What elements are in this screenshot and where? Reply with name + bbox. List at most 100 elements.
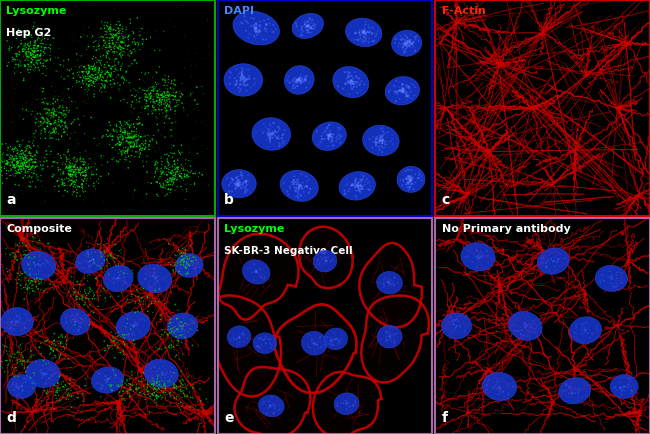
Point [146, 94, 156, 101]
Point [359, 29, 369, 36]
Point [300, 77, 311, 84]
Point [607, 274, 618, 281]
Point [18, 155, 29, 162]
Point [185, 63, 196, 70]
Point [168, 329, 179, 336]
Point [73, 394, 84, 401]
Point [231, 66, 242, 73]
Point [59, 384, 70, 391]
Point [176, 257, 187, 264]
Point [85, 78, 96, 85]
Point [265, 126, 276, 133]
Point [609, 283, 619, 290]
Point [98, 82, 108, 89]
Point [103, 270, 114, 277]
Point [617, 230, 627, 237]
Point [5, 162, 16, 169]
Point [24, 290, 34, 297]
Point [47, 129, 58, 136]
Point [114, 42, 125, 49]
Point [14, 62, 24, 69]
Point [116, 126, 126, 133]
Point [81, 169, 91, 176]
Point [101, 131, 112, 138]
Point [24, 63, 34, 70]
Point [115, 65, 125, 72]
Point [6, 249, 17, 256]
Point [252, 267, 262, 274]
Point [94, 64, 105, 71]
Point [150, 385, 160, 392]
Point [381, 399, 391, 406]
Point [181, 265, 191, 272]
Point [616, 270, 626, 276]
Point [36, 370, 47, 377]
Point [304, 344, 315, 351]
Point [410, 48, 420, 55]
Point [133, 385, 143, 391]
Point [482, 386, 492, 393]
Point [121, 298, 131, 305]
Point [23, 241, 34, 248]
Point [170, 111, 181, 118]
Point [87, 253, 98, 260]
Point [166, 64, 176, 71]
Point [573, 392, 583, 399]
Point [525, 324, 536, 331]
Point [569, 390, 580, 397]
Point [148, 383, 159, 390]
Point [29, 19, 40, 26]
Point [11, 317, 21, 324]
Point [171, 171, 181, 178]
Point [90, 208, 100, 215]
Point [167, 158, 177, 165]
Point [62, 325, 73, 332]
Point [57, 7, 67, 14]
Point [114, 131, 124, 138]
Point [170, 155, 181, 162]
Point [157, 118, 168, 125]
Point [30, 108, 40, 115]
Point [190, 260, 201, 266]
Point [46, 120, 57, 127]
Point [201, 111, 211, 118]
Point [389, 82, 399, 89]
Point [168, 170, 178, 177]
Point [183, 378, 193, 385]
Point [183, 256, 193, 263]
Point [51, 387, 62, 394]
Point [24, 157, 34, 164]
Point [616, 270, 626, 276]
Point [23, 278, 34, 285]
Point [27, 47, 38, 54]
Point [160, 184, 170, 191]
Point [109, 56, 120, 63]
Point [108, 275, 118, 282]
Point [20, 49, 31, 56]
Point [120, 49, 131, 56]
Point [23, 284, 33, 291]
Point [163, 339, 174, 346]
Point [179, 167, 189, 174]
Point [406, 176, 416, 183]
Point [14, 151, 25, 158]
Point [386, 282, 396, 289]
Point [294, 75, 305, 82]
Point [361, 32, 371, 39]
Point [291, 79, 302, 85]
Point [148, 391, 158, 398]
Point [358, 34, 369, 41]
Point [361, 18, 371, 25]
Point [86, 114, 96, 121]
Point [155, 184, 166, 191]
Point [27, 164, 37, 171]
Point [72, 189, 83, 196]
Point [0, 345, 3, 352]
Point [79, 90, 90, 97]
Point [152, 94, 162, 101]
Point [121, 147, 131, 154]
Point [349, 36, 359, 43]
Point [265, 139, 275, 146]
Point [349, 80, 359, 87]
Point [128, 329, 138, 335]
